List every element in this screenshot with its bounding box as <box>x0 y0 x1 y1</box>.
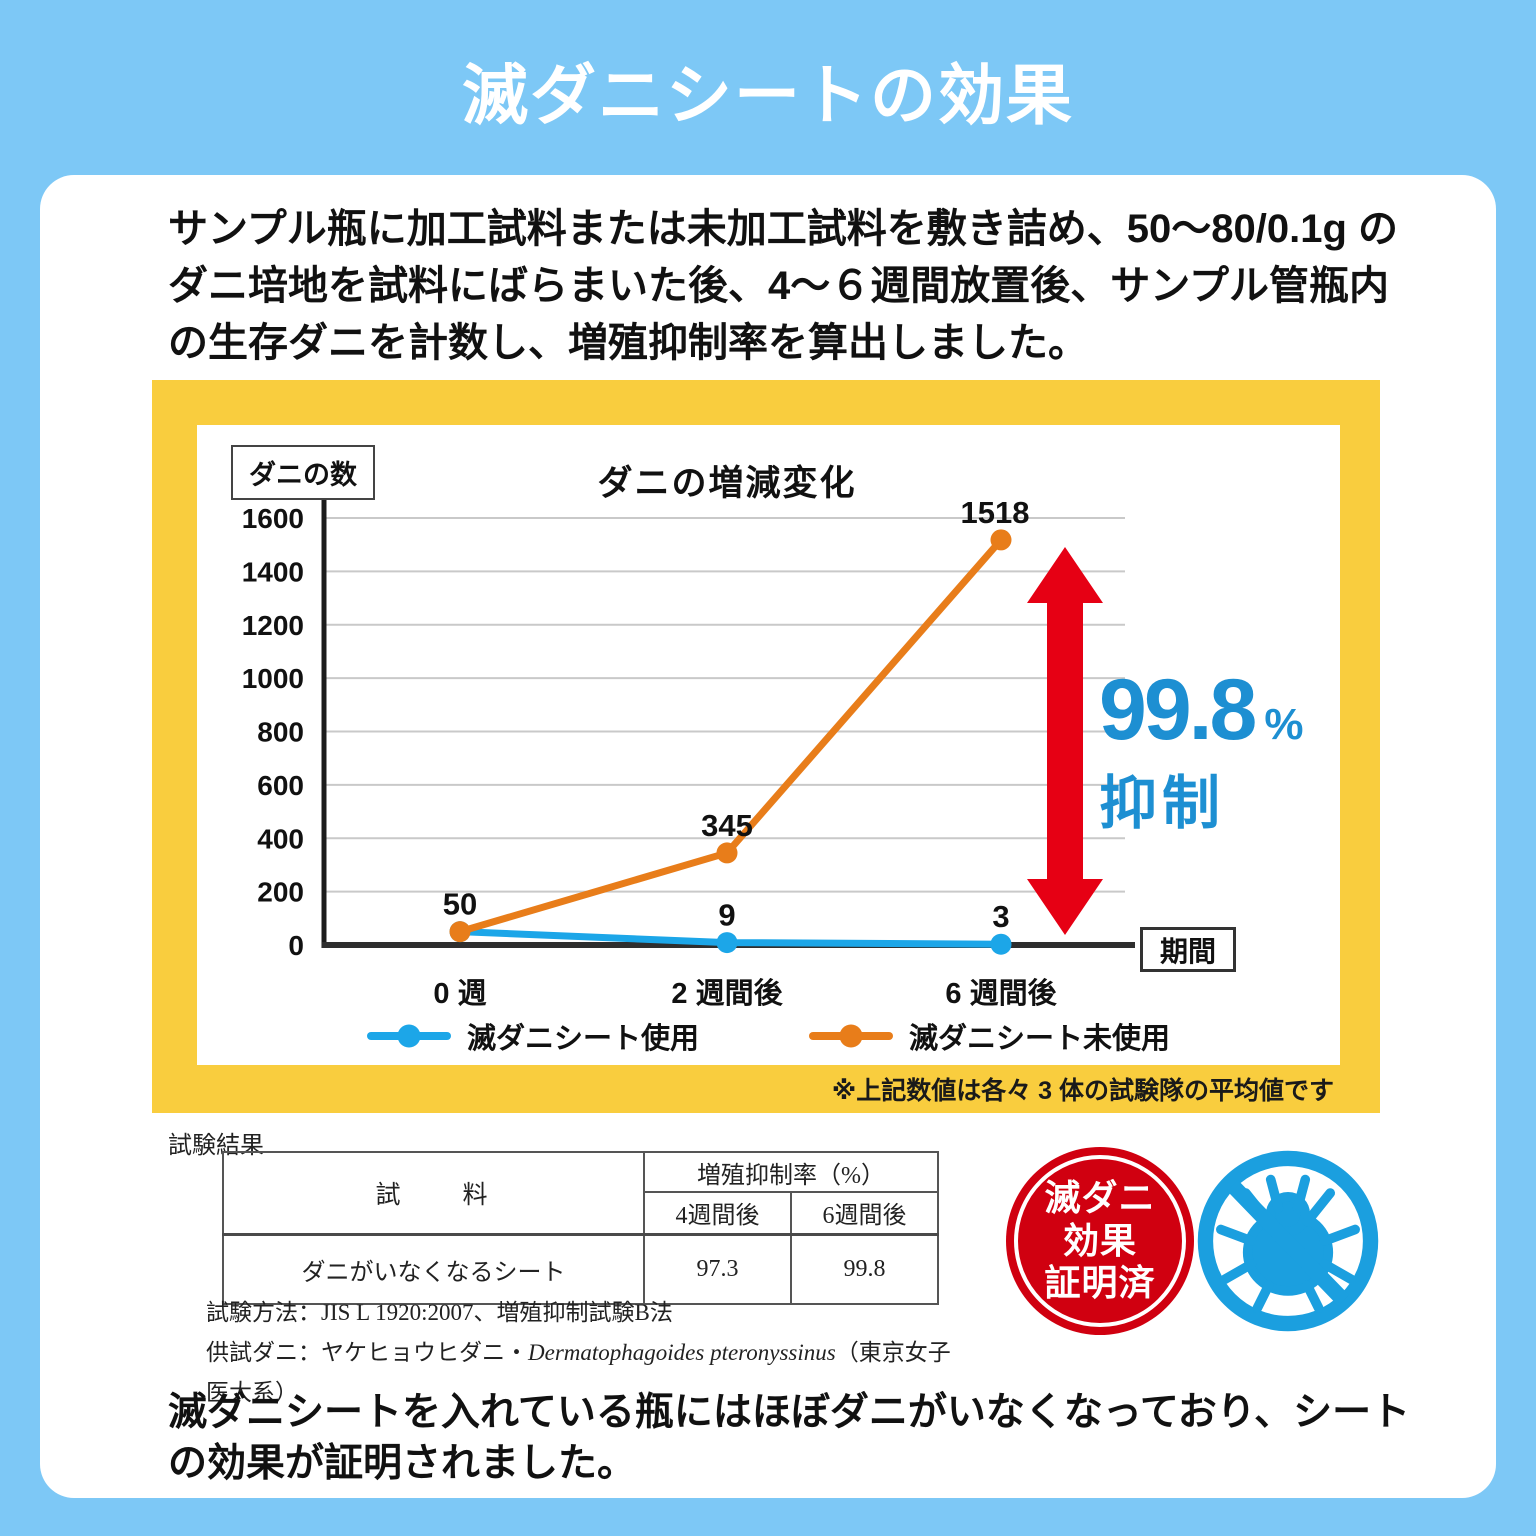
table-header-week6: 6週間後 <box>790 1191 939 1236</box>
suppression-rate-value: 99.8 <box>1099 662 1257 758</box>
legend-marker <box>366 1032 451 1040</box>
test-method-note: 試験方法：JIS L 1920:2007、増殖抑制試験B法 <box>206 1300 673 1325</box>
data-label: 1518 <box>961 495 1030 530</box>
legend-item: 滅ダニシート使用 <box>366 1015 699 1057</box>
y-tick-label: 0 <box>288 930 304 961</box>
no-mite-icon <box>1197 1150 1379 1332</box>
data-point <box>449 921 471 943</box>
y-tick-label: 1000 <box>242 663 304 694</box>
x-tick-label: 2 週間後 <box>671 977 783 1010</box>
series-line-1 <box>456 536 1005 936</box>
legend-marker <box>809 1032 893 1040</box>
table-cell-week4: 97.3 <box>643 1233 792 1305</box>
legend-label: 滅ダニシート使用 <box>466 1023 699 1055</box>
y-tick-label: 1600 <box>242 503 304 534</box>
y-tick-label: 1200 <box>242 610 304 641</box>
data-point <box>990 933 1012 955</box>
content-card: サンプル瓶に加工試料または未加工試料を敷き詰め、50〜80/0.1g の ダニ培… <box>40 175 1496 1498</box>
data-label: 9 <box>718 898 735 933</box>
y-tick-label: 200 <box>257 877 304 908</box>
legend-item: 滅ダニシート未使用 <box>809 1015 1170 1057</box>
suppression-annotation: 99.8 % 抑制 <box>1099 661 1344 840</box>
data-point <box>990 529 1012 551</box>
table-header-group: 増殖抑制率（%） <box>643 1151 939 1193</box>
chart-frame: 0 200 400 600 800 1000 1200 1400 1600 0 週 2 週間後 6 週… <box>152 380 1380 1113</box>
chart-footnote: ※上記数値は各々 3 体の試験隊の平均値です <box>831 1077 1334 1105</box>
chart-title: ダニの増減変化 <box>597 464 857 503</box>
mite-latin-name: Dermatophagoides pteronyssinus <box>528 1340 836 1365</box>
x-axis-unit-box: 期間 <box>1140 927 1236 972</box>
badge-text: 滅ダニ 効果 証明済 <box>1044 1177 1156 1304</box>
table-cell-sample: ダニがいなくなるシート <box>222 1233 645 1305</box>
suppression-label: 抑制 <box>1099 771 1226 836</box>
test-mite-note: 供試ダニ：ヤケヒョウヒダニ・Dermatophagoides pteronyss… <box>206 1340 951 1405</box>
table-row: ダニがいなくなるシート 97.3 99.8 <box>222 1233 939 1305</box>
data-label: 3 <box>992 899 1009 934</box>
legend-label: 滅ダニシート未使用 <box>909 1023 1171 1055</box>
data-label: 345 <box>701 808 753 843</box>
y-tick-label: 1400 <box>242 556 304 587</box>
chart-legend: 滅ダニシート使用 滅ダニシート未使用 <box>197 1015 1340 1057</box>
y-tick-label: 800 <box>257 717 304 748</box>
badge-ring: 滅ダニ 効果 証明済 <box>1014 1155 1186 1327</box>
chart-panel: 0 200 400 600 800 1000 1200 1400 1600 0 週 2 週間後 6 週… <box>197 425 1340 1065</box>
table-header-week4: 4週間後 <box>643 1191 792 1236</box>
page-title: 滅ダニシートの効果 <box>462 58 1074 132</box>
test-notes: 試験方法：JIS L 1920:2007、増殖抑制試験B法 供試ダニ：ヤケヒョウ… <box>206 1293 966 1413</box>
data-point <box>716 932 738 954</box>
suppression-arrow <box>1027 547 1103 935</box>
data-label: 50 <box>443 887 477 922</box>
results-table: 試 料 増殖抑制率（%） 4週間後 6週間後 ダニがいなくなるシート 97.3 … <box>222 1151 939 1305</box>
conclusion-text: 滅ダニシートを入れている瓶にはほぼダニがいなくなっており、シート の効果が証明さ… <box>168 1391 1411 1486</box>
table-header-sample: 試 料 <box>222 1151 645 1236</box>
proof-badge: 滅ダニ 効果 証明済 <box>1006 1147 1194 1335</box>
y-tick-label: 400 <box>257 823 304 854</box>
table-cell-week6: 99.8 <box>790 1233 939 1305</box>
data-point <box>716 842 738 864</box>
x-tick-label: 0 週 <box>433 978 486 1010</box>
y-axis-unit-box: ダニの数 <box>231 445 375 500</box>
percent-sign: % <box>1264 700 1304 749</box>
intro-text: サンプル瓶に加工試料または未加工試料を敷き詰め、50〜80/0.1g の ダニ培… <box>168 207 1399 366</box>
y-tick-label: 600 <box>257 770 304 801</box>
mite-population-chart: 0 200 400 600 800 1000 1200 1400 1600 0 週 2 週間後 6 週… <box>242 495 1135 1010</box>
x-tick-label: 6 週間後 <box>945 977 1057 1010</box>
